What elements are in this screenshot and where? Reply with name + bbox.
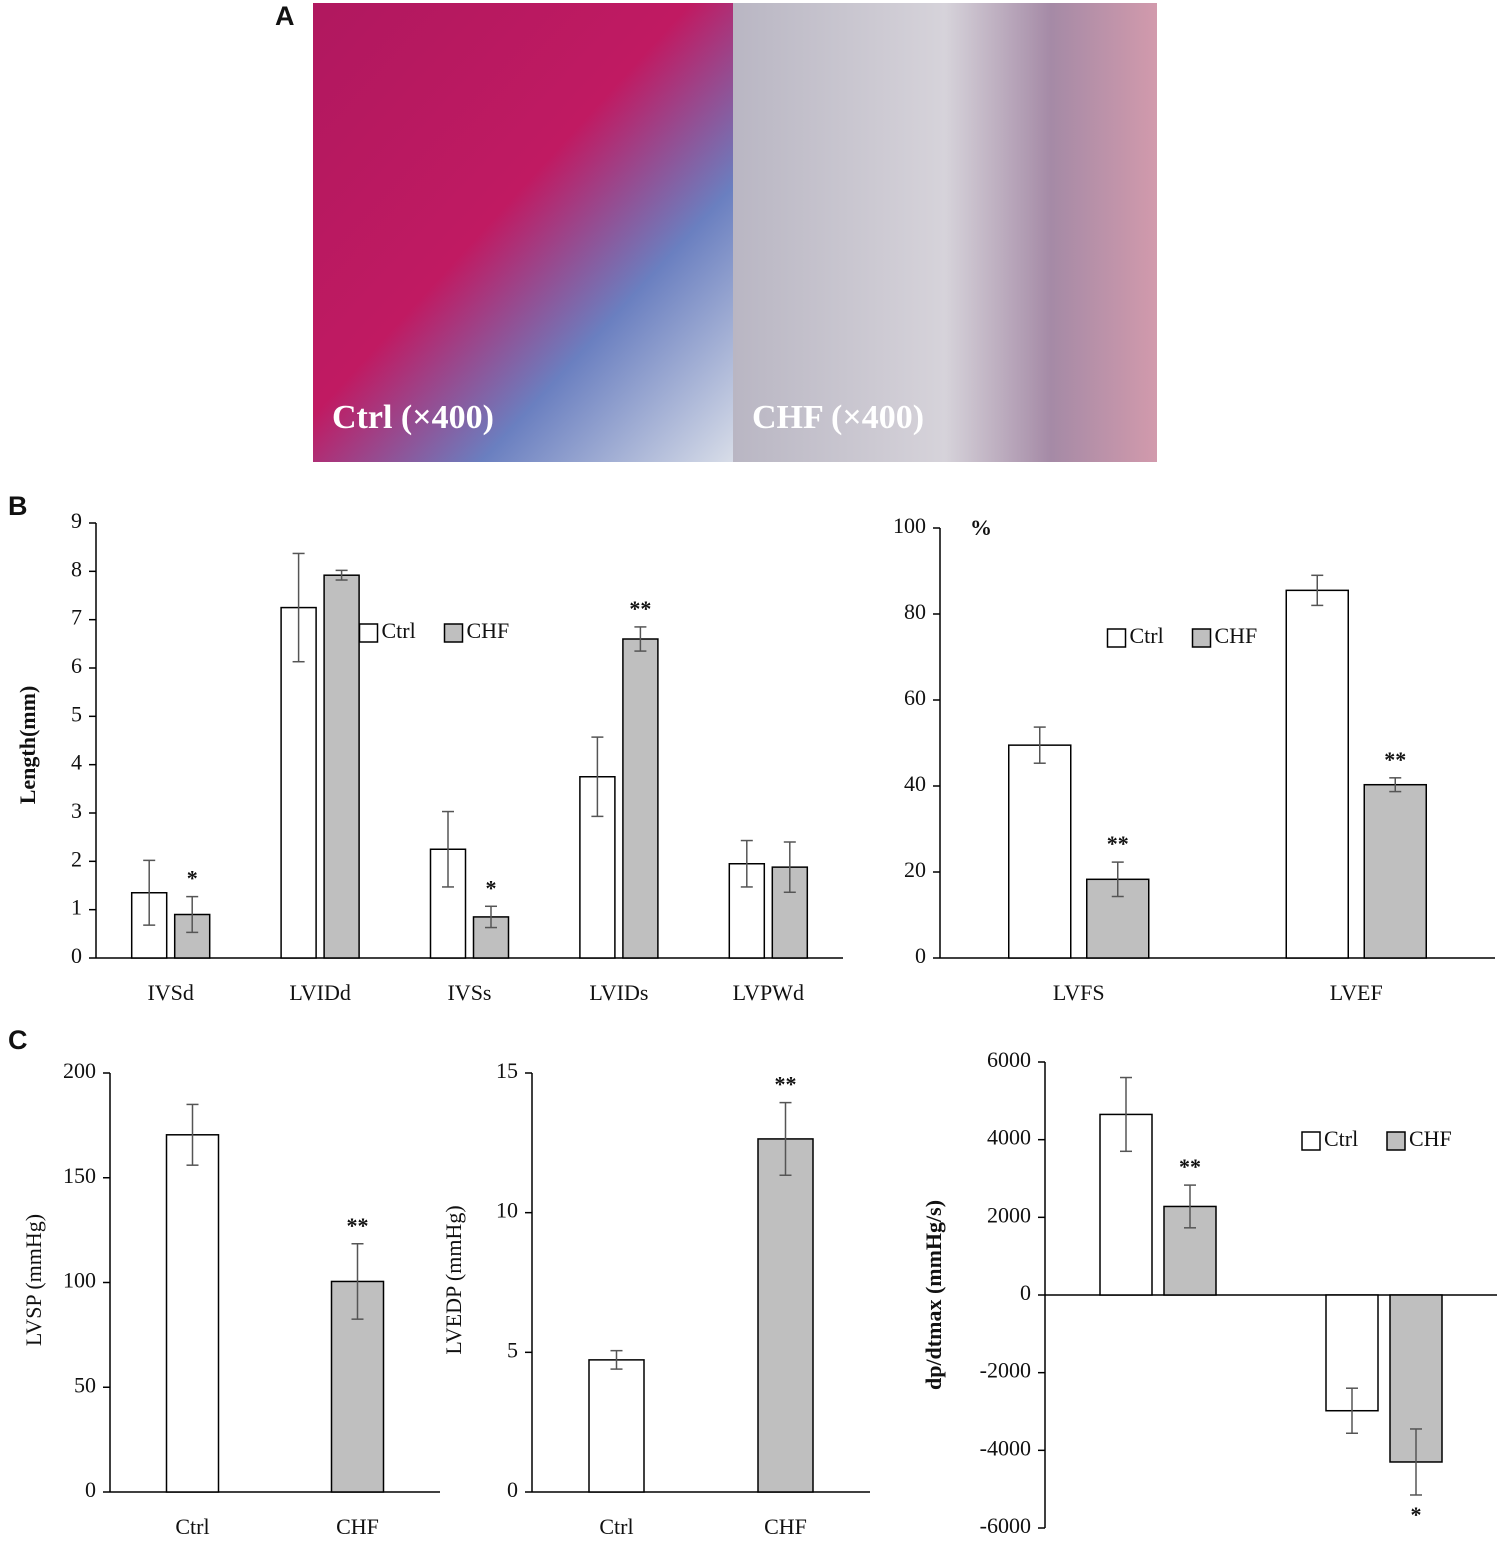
y-tick-label: 200 — [63, 1058, 96, 1083]
legend-swatch — [443, 623, 464, 643]
y-tick-label: 10 — [496, 1198, 518, 1223]
panel-label: C — [8, 1025, 28, 1055]
y-tick-label: -2000 — [980, 1358, 1031, 1383]
significance-marker: ** — [775, 1072, 797, 1097]
x-tick-label: LVIDd — [289, 980, 351, 1005]
significance-marker: ** — [347, 1213, 369, 1238]
significance-marker: ** — [629, 596, 651, 621]
y-tick-label: 0 — [915, 943, 926, 968]
y-axis-label: Length(mm) — [15, 686, 40, 805]
y-tick-label: 0 — [1020, 1280, 1031, 1305]
y-tick-label: 3 — [71, 798, 82, 823]
y-tick-label: 5 — [71, 701, 82, 726]
y-tick-label: 4000 — [987, 1125, 1031, 1150]
x-tick-label: IVSs — [447, 980, 491, 1005]
y-tick-label: 20 — [904, 857, 926, 882]
significance-marker: * — [1411, 1502, 1422, 1527]
y-tick-label: 0 — [71, 943, 82, 968]
y-tick-label: 15 — [496, 1058, 518, 1083]
y-tick-label: -6000 — [980, 1513, 1031, 1538]
significance-marker: * — [486, 875, 497, 900]
y-tick-label: 6 — [71, 653, 82, 678]
legend-swatch — [1386, 1131, 1406, 1151]
y-axis-label: LVSP (mmHg) — [21, 1214, 46, 1346]
y-tick-label: 100 — [63, 1268, 96, 1293]
legend-label: Ctrl — [382, 618, 416, 643]
bar — [771, 866, 809, 959]
image-label: Ctrl (×400) — [332, 399, 494, 436]
significance-marker: ** — [1384, 747, 1406, 772]
y-tick-label: 1 — [71, 895, 82, 920]
y-tick-label: 4 — [71, 750, 82, 775]
significance-marker: ** — [1107, 831, 1129, 856]
panel-label: A — [275, 1, 295, 31]
x-tick-label: Ctrl — [175, 1514, 209, 1539]
y-tick-label: 100 — [893, 513, 926, 538]
x-tick-label: Ctrl — [599, 1514, 633, 1539]
y-tick-label: 80 — [904, 599, 926, 624]
x-tick-label: LVPWd — [733, 980, 804, 1005]
y-axis-label: % — [970, 515, 992, 540]
legend-swatch — [358, 623, 379, 643]
bar — [323, 574, 360, 959]
y-tick-label: 8 — [71, 556, 82, 581]
y-tick-label: 6000 — [987, 1047, 1031, 1072]
x-tick-label: LVIDs — [589, 980, 648, 1005]
legend-label: CHF — [1215, 623, 1258, 648]
legend-swatch — [1106, 628, 1127, 648]
bar — [1285, 589, 1349, 959]
legend-label: Ctrl — [1324, 1126, 1358, 1151]
y-tick-label: 60 — [904, 685, 926, 710]
y-tick-label: -4000 — [980, 1435, 1031, 1460]
x-tick-label: LVEF — [1330, 980, 1383, 1005]
y-tick-label: 2000 — [987, 1202, 1031, 1227]
legend-label: CHF — [1409, 1126, 1452, 1151]
y-axis-label: LVEDP (mmHg) — [441, 1205, 466, 1354]
legend-swatch — [1191, 628, 1212, 648]
bar — [622, 638, 659, 959]
y-tick-label: 40 — [904, 771, 926, 796]
image-label: CHF (×400) — [752, 399, 924, 436]
y-tick-label: 50 — [74, 1372, 96, 1397]
micrograph — [733, 3, 1157, 462]
y-axis-label: dp/dtmax (mmHg/s) — [921, 1200, 946, 1390]
y-tick-label: 2 — [71, 846, 82, 871]
significance-marker: * — [187, 866, 198, 891]
y-tick-label: 9 — [71, 508, 82, 533]
significance-marker: ** — [1179, 1154, 1201, 1179]
bar — [757, 1138, 814, 1493]
y-tick-label: 5 — [507, 1337, 518, 1362]
x-tick-label: IVSd — [147, 980, 193, 1005]
legend-label: Ctrl — [1130, 623, 1164, 648]
bar — [1008, 744, 1072, 959]
y-tick-label: 7 — [71, 605, 82, 630]
legend-label: CHF — [467, 618, 510, 643]
legend-swatch — [1301, 1131, 1321, 1151]
x-tick-label: CHF — [336, 1514, 379, 1539]
y-tick-label: 150 — [63, 1163, 96, 1188]
x-tick-label: CHF — [764, 1514, 807, 1539]
bar — [1363, 783, 1427, 959]
bar — [588, 1359, 645, 1493]
x-tick-label: LVFS — [1053, 980, 1105, 1005]
micrograph — [313, 3, 733, 462]
y-tick-label: 0 — [507, 1477, 518, 1502]
bar — [165, 1134, 220, 1493]
y-tick-label: 0 — [85, 1477, 96, 1502]
panel-label: B — [8, 491, 28, 521]
